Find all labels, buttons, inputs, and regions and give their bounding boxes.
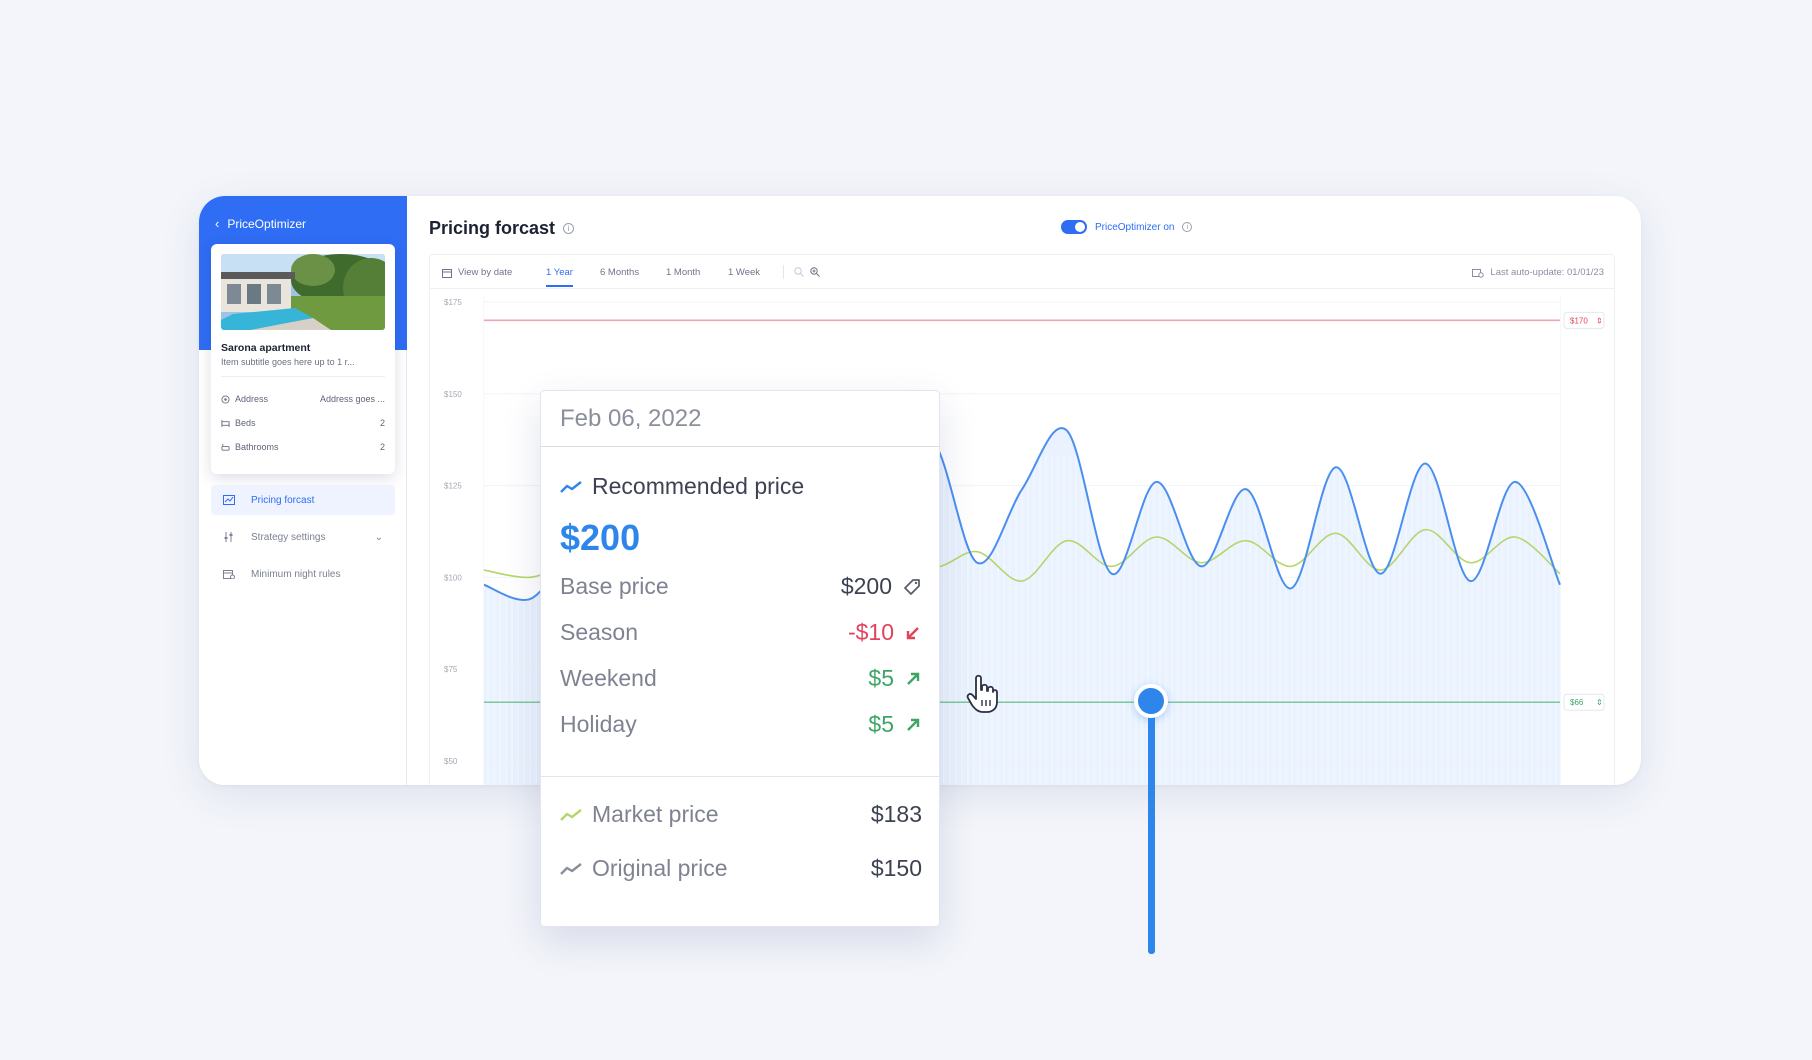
view-by-date-label: View by date	[458, 267, 513, 278]
original-price-row: Original price $150	[560, 855, 922, 882]
address-value: Address goes ...	[319, 394, 385, 404]
arrow-down-left-icon	[906, 626, 919, 639]
property-image	[221, 254, 385, 330]
tab-6-months[interactable]: 6 Months	[600, 267, 640, 278]
property-subtitle: Item subtitle goes here up to 1 r...	[221, 357, 355, 367]
trend-line-icon	[560, 480, 582, 493]
last-auto-update: Last auto-update: 01/01/23	[1472, 267, 1604, 278]
base-price-label: Base price	[560, 573, 669, 599]
sidebar: ‹ PriceOptimizer	[199, 196, 407, 785]
stepper-icon: ⇕	[1596, 316, 1603, 325]
y-tick-label: $75	[444, 665, 458, 674]
view-by-date-button[interactable]: View by date	[442, 267, 512, 278]
bathrooms-value: 2	[379, 442, 385, 452]
holiday-row: Holiday $5	[560, 711, 922, 738]
zoom-out-icon[interactable]	[794, 267, 804, 277]
min-price-line-badge	[1563, 693, 1605, 711]
last-update-text: Last auto-update: 01/01/23	[1490, 267, 1604, 278]
page-title-text: Pricing forcast	[429, 218, 556, 238]
y-tick-label: $175	[444, 298, 462, 307]
info-icon[interactable]: i	[1182, 222, 1193, 232]
base-price-row: Base price $200	[560, 573, 922, 600]
toggle-label: PriceOptimizer on	[1095, 221, 1175, 233]
location-icon	[221, 394, 230, 404]
season-row: Season -$10	[560, 619, 922, 646]
divider	[541, 776, 939, 777]
trend-line-icon	[560, 862, 582, 875]
calendar-icon	[442, 268, 452, 278]
bath-icon	[221, 443, 230, 451]
date-scrubber-handle[interactable]	[1134, 684, 1168, 718]
market-price-value: $183	[870, 801, 922, 827]
sidebar-item-pricing-forcast[interactable]: Pricing forcast	[211, 485, 395, 515]
market-price-row: Market price $183	[560, 801, 922, 828]
divider	[783, 265, 784, 279]
tab-1-week[interactable]: 1 Week	[728, 267, 761, 278]
chevron-down-icon: ⌄	[374, 531, 383, 543]
y-tick-label: $125	[444, 482, 462, 491]
info-icon[interactable]: i	[563, 223, 575, 234]
property-card[interactable]: Sarona apartment Item subtitle goes here…	[211, 244, 395, 474]
tab-1-year[interactable]: 1 Year	[546, 267, 573, 287]
market-price-label: Market price	[592, 801, 719, 827]
address-label: Address	[235, 394, 269, 404]
tooltip-date: Feb 06, 2022	[541, 391, 939, 447]
calendar-refresh-icon	[1472, 268, 1485, 278]
recommended-label-text: Recommended price	[592, 473, 805, 499]
property-row-address: Address Address goes ...	[221, 394, 385, 404]
holiday-value: $5	[868, 711, 894, 737]
tag-icon	[904, 578, 920, 595]
y-tick-label: $150	[444, 390, 462, 399]
back-label: PriceOptimizer	[227, 216, 307, 231]
beds-label: Beds	[235, 418, 256, 428]
trend-line-icon	[560, 808, 582, 821]
max-price-line-badge	[1563, 311, 1605, 329]
calendar-icon	[223, 570, 235, 579]
min-price-line-label: $66	[1570, 698, 1584, 707]
property-row-beds: Beds 2	[221, 418, 385, 428]
weekend-row: Weekend $5	[560, 665, 922, 692]
weekend-value: $5	[868, 665, 894, 691]
recommended-price-value: $200	[560, 517, 641, 558]
page-title: Pricing forcast i	[429, 218, 575, 239]
bed-icon	[221, 419, 230, 427]
divider	[221, 376, 385, 377]
back-button[interactable]: ‹ PriceOptimizer	[215, 216, 306, 231]
beds-value: 2	[379, 418, 385, 428]
tab-1-month[interactable]: 1 Month	[666, 267, 701, 278]
hand-cursor-icon	[966, 674, 998, 713]
date-scrubber-line[interactable]	[1148, 698, 1155, 954]
nav-label: Minimum night rules	[251, 568, 341, 580]
arrow-up-right-icon	[907, 672, 920, 685]
holiday-label: Holiday	[560, 711, 637, 737]
season-value: -$10	[847, 619, 894, 645]
bathrooms-label: Bathrooms	[235, 442, 279, 452]
property-row-bathrooms: Bathrooms 2	[221, 442, 385, 452]
zoom-in-icon[interactable]	[810, 267, 820, 277]
range-tabs: View by date 1 Year 6 Months 1 Month 1 W…	[430, 255, 1614, 289]
base-price-value: $200	[840, 573, 892, 599]
priceoptimizer-toggle[interactable]: PriceOptimizer on i	[1061, 220, 1193, 234]
sidebar-item-minimum-night-rules[interactable]: Minimum night rules	[211, 559, 395, 589]
chart-icon	[223, 495, 235, 505]
price-tooltip: Feb 06, 2022 Recommended price $200 Base…	[540, 390, 940, 927]
chevron-left-icon: ‹	[215, 216, 220, 231]
nav-label: Strategy settings	[251, 531, 326, 543]
toggle-switch[interactable]	[1061, 220, 1087, 234]
max-price-line-label: $170	[1570, 316, 1588, 325]
season-label: Season	[560, 619, 639, 645]
original-price-value: $150	[870, 855, 922, 881]
sliders-icon	[224, 532, 233, 542]
stepper-icon: ⇕	[1596, 698, 1603, 707]
sidebar-item-strategy-settings[interactable]: Strategy settings ⌄	[211, 522, 395, 552]
y-tick-label: $50	[444, 757, 458, 766]
recommended-price-label: Recommended price	[560, 473, 804, 500]
nav-label: Pricing forcast	[251, 494, 315, 506]
weekend-label: Weekend	[560, 665, 657, 691]
original-price-label: Original price	[592, 855, 728, 881]
property-name: Sarona apartment	[221, 342, 311, 354]
arrow-up-right-icon	[907, 718, 920, 731]
y-tick-label: $100	[444, 573, 462, 582]
